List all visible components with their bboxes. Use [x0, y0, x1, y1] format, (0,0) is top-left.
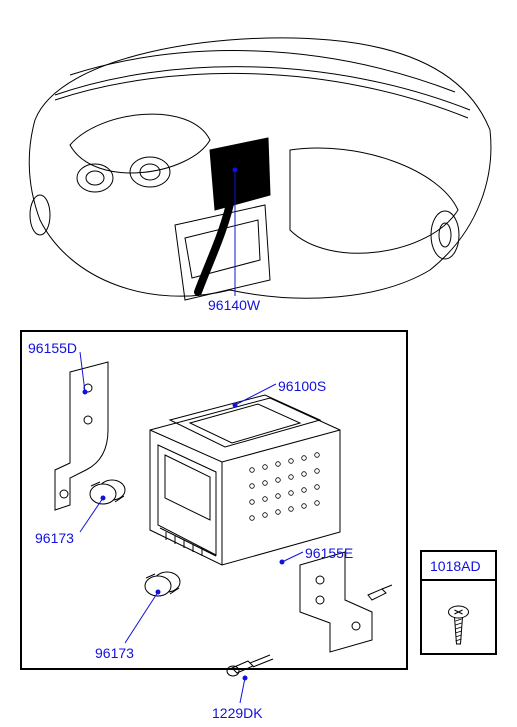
label-bracket-right: 96155E	[305, 545, 353, 561]
label-dash-assembly: 96140W	[208, 297, 260, 313]
label-bolt: 1229DK	[212, 705, 263, 721]
label-knob-upper: 96173	[35, 530, 74, 546]
label-audio-unit: 96100S	[278, 378, 326, 394]
diagram-lineart	[0, 0, 517, 727]
label-bracket-left: 96155D	[28, 340, 77, 356]
label-knob-lower: 96173	[95, 645, 134, 661]
label-screw-small: 1018AD	[430, 558, 481, 574]
